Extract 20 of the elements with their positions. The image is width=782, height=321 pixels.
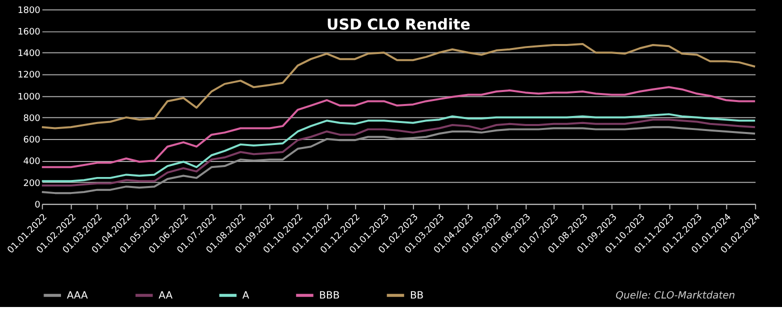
y-tick-label: 400 xyxy=(23,157,41,168)
line-series xyxy=(40,126,756,194)
y-tick-label: 800 xyxy=(23,114,41,124)
y-tick-label: 0 xyxy=(34,200,41,210)
y-tick-label: 1400 xyxy=(18,49,41,60)
legend-label: AA xyxy=(158,290,173,302)
y-tick-label: 1600 xyxy=(18,27,41,38)
chart-title: USD CLO Rendite xyxy=(326,15,470,34)
y-tick-label: 1200 xyxy=(18,70,41,81)
y-tick-label: 600 xyxy=(23,136,41,146)
line-series xyxy=(40,86,756,168)
legend-label: BB xyxy=(410,290,424,302)
y-tick-label: 200 xyxy=(23,178,41,189)
legend-label: AAA xyxy=(66,290,88,302)
line-series xyxy=(40,42,756,130)
y-tick-label: 1800 xyxy=(18,6,41,16)
legend-label: BBB xyxy=(319,290,340,302)
source-note: Quelle: CLO-Marktdaten xyxy=(616,290,736,302)
legend-label: A xyxy=(242,290,250,302)
y-tick-label: 1000 xyxy=(18,92,41,102)
